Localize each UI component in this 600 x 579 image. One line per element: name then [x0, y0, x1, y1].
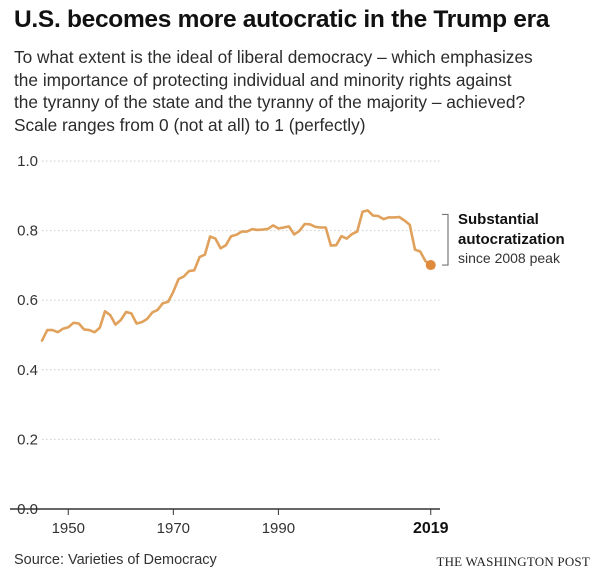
y-tick-label: 0.4 — [17, 362, 38, 379]
subtitle-line-4: Scale ranges from 0 (not at all) to 1 (p… — [14, 114, 366, 135]
subtitle-line-3: the tyranny of the state and the tyranny… — [14, 92, 526, 112]
source-note: Source: Varieties of Democracy — [14, 552, 217, 568]
y-axis-ticks: 0.00.20.40.60.81.0 — [17, 153, 38, 518]
annotation-line-1: Substantial — [458, 211, 539, 228]
annotation-line-2: autocratization — [458, 231, 565, 248]
x-tick-label: 2019 — [413, 520, 449, 537]
y-tick-label: 0.8 — [17, 223, 38, 240]
chart-title: U.S. becomes more autocratic in the Trum… — [14, 6, 550, 33]
x-axis-ticks: 1950 1970 1990 2019 — [52, 509, 449, 537]
y-tick-label: 1.0 — [17, 153, 38, 170]
gridlines — [42, 160, 440, 440]
subtitle-line-2: the importance of protecting individual … — [14, 69, 512, 90]
publisher-credit: THE WASHINGTON POST — [436, 554, 590, 569]
annotation-bracket — [442, 213, 449, 266]
y-tick-label: 0.2 — [17, 431, 38, 448]
endpoint-dot — [425, 260, 436, 271]
series-line — [40, 209, 432, 342]
y-tick-label: 0.6 — [17, 292, 38, 309]
x-tick-label: 1970 — [157, 520, 190, 537]
chart-subtitle: To what extent is the ideal of liberal d… — [14, 46, 594, 136]
subtitle-line-1: To what extent is the ideal of liberal d… — [14, 47, 533, 67]
x-tick-label: 1950 — [52, 520, 85, 537]
annotation-line-3: since 2008 peak — [458, 250, 561, 266]
x-tick-label: 1990 — [262, 520, 295, 537]
